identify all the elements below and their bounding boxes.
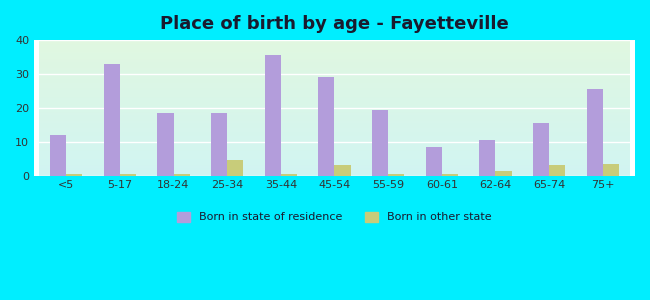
Bar [442, 174, 458, 175]
Bar [372, 110, 388, 176]
Bar [335, 165, 350, 176]
Title: Place of birth by age - Fayetteville: Place of birth by age - Fayetteville [160, 15, 509, 33]
Bar [66, 174, 83, 175]
Bar [587, 89, 603, 176]
Bar [211, 113, 227, 176]
Bar [318, 77, 335, 176]
Bar [495, 172, 512, 176]
Bar [603, 164, 619, 176]
Bar [174, 174, 190, 175]
Bar [227, 160, 243, 176]
Bar [157, 113, 174, 176]
Legend: Born in state of residence, Born in other state: Born in state of residence, Born in othe… [173, 207, 496, 227]
Bar [388, 174, 404, 175]
Bar [281, 174, 297, 175]
Bar [426, 147, 442, 175]
Bar [533, 123, 549, 176]
Bar [50, 135, 66, 176]
Bar [104, 64, 120, 176]
Bar [549, 165, 566, 176]
Bar [480, 140, 495, 175]
Bar [120, 174, 136, 175]
Bar [265, 55, 281, 176]
